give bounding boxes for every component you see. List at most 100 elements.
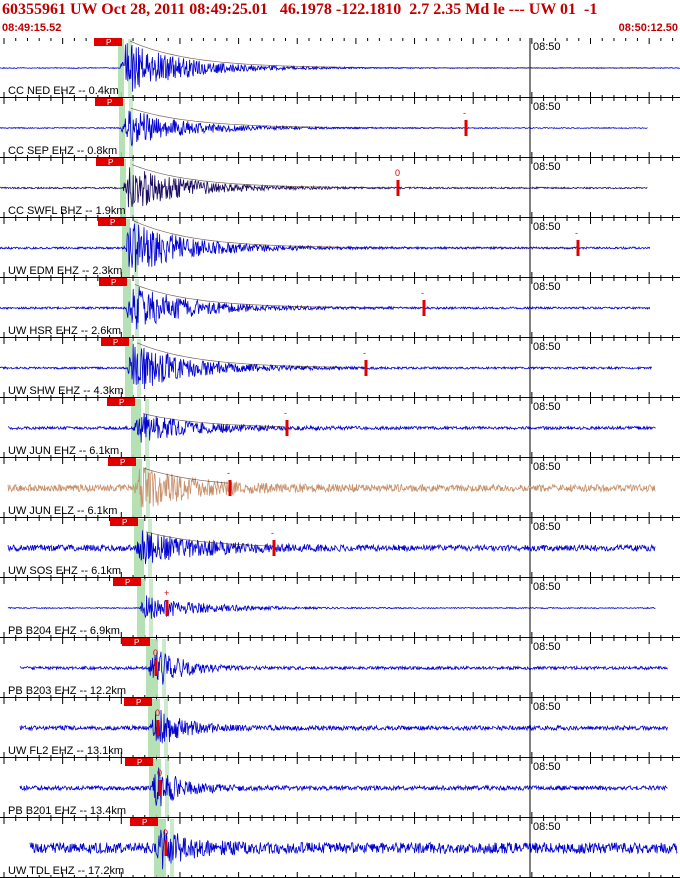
coda-marker <box>228 480 232 496</box>
coda-marker-label: 0 <box>157 768 162 778</box>
p-pick-box <box>124 698 152 706</box>
minute-label: 08:50 <box>533 521 561 533</box>
channel-label: UW SHW EHZ -- 4.3km <box>8 385 124 397</box>
p-pick-label: P <box>113 338 118 347</box>
end-time: 08:50:12.50 <box>618 22 678 34</box>
p-pick-box <box>101 338 129 346</box>
coda-marker <box>576 240 580 256</box>
coda-marker-label: - <box>227 468 230 478</box>
minute-label: 08:50 <box>533 281 561 293</box>
minute-label: 08:50 <box>533 821 561 833</box>
p-pick-label: P <box>125 578 130 587</box>
coda-marker-label: - <box>575 228 578 238</box>
channel-row: P 0 08:50 PB B201 EHZ -- 13.4km <box>0 758 680 818</box>
channel-label: PB B201 EHZ -- 13.4km <box>8 805 126 817</box>
coda-marker-label: - <box>363 348 366 358</box>
channel-row: P 0 08:50 PB B203 EHZ -- 12.2km <box>0 638 680 698</box>
channel-row: P - 08:50 UW SHW EHZ -- 4.3km <box>0 338 680 398</box>
p-pick-box <box>113 578 141 586</box>
coda-marker <box>164 840 168 856</box>
p-pick-label: P <box>106 38 111 47</box>
p-pick-label: P <box>120 458 125 467</box>
p-pick-label: P <box>136 698 141 707</box>
coda-marker-label: 0 <box>155 708 160 718</box>
coda-marker-label: 0 <box>153 648 158 658</box>
waveform <box>7 466 656 508</box>
coda-marker <box>464 120 468 136</box>
p-pick-label: P <box>137 758 142 767</box>
minute-label: 08:50 <box>533 461 561 473</box>
event-title: 60355961 UW Oct 28, 2011 08:49:25.01 46.… <box>2 1 598 18</box>
waveform <box>19 709 668 744</box>
coda-marker-label: 0 <box>163 828 168 838</box>
pick-window <box>131 399 141 457</box>
channel-row: P - 08:50 UW EDM EHZ -- 2.3km <box>0 218 680 278</box>
coda-marker <box>285 420 289 436</box>
start-time: 08:49:15.52 <box>2 22 62 34</box>
pick-window <box>122 219 130 277</box>
p-pick-box <box>122 638 150 646</box>
channel-row: P - 08:50 UW SOS EHZ -- 6.1km <box>0 518 680 578</box>
waveform <box>29 829 678 870</box>
coda-marker-label: 0 <box>395 168 400 178</box>
minute-label: 08:50 <box>533 221 561 233</box>
channel-row: P + 08:50 PB B204 EHZ -- 6.9km <box>0 578 680 638</box>
channel-row: P - 08:50 CC SEP EHZ -- 0.8km <box>0 98 680 158</box>
channel-label: UW HSR EHZ -- 2.6km <box>8 325 121 337</box>
minute-label: 08:50 <box>533 641 561 653</box>
waveform <box>7 530 656 565</box>
channel-label: UW SOS EHZ -- 6.1km <box>8 565 121 577</box>
channel-label: CC SWFL BHZ -- 1.9km <box>8 205 126 217</box>
coda-marker-label: - <box>284 408 287 418</box>
pick-window <box>148 699 160 757</box>
coda-marker <box>272 540 276 556</box>
coda-marker-label: - <box>463 108 466 118</box>
channel-label: UW TDL EHZ -- 17.2km <box>8 865 124 877</box>
p-pick-box <box>94 38 122 46</box>
channel-label: PB B203 EHZ -- 12.2km <box>8 685 126 697</box>
p-pick-box <box>99 278 127 286</box>
p-pick-label: P <box>110 218 115 227</box>
p-pick-box <box>108 458 136 466</box>
coda-marker-label: - <box>421 288 424 298</box>
channel-label: CC NED EHZ -- 0.4km <box>8 85 119 97</box>
p-pick-label: P <box>108 158 113 167</box>
channel-row: P - 08:50 UW JUN EHZ -- 6.1km <box>0 398 680 458</box>
pick-window <box>118 39 124 97</box>
coda-marker <box>156 720 160 736</box>
p-pick-box <box>110 518 138 526</box>
channel-row: P - 08:50 UW HSR EHZ -- 2.6km <box>0 278 680 338</box>
channel-label: UW EDM EHZ -- 2.3km <box>8 265 122 277</box>
p-pick-label: P <box>111 278 116 287</box>
channel-row: P 0 08:50 CC SWFL BHZ -- 1.9km <box>0 158 680 218</box>
p-pick-box <box>95 98 123 106</box>
p-pick-box <box>107 398 135 406</box>
minute-label: 08:50 <box>533 761 561 773</box>
waveform <box>19 651 668 685</box>
minute-label: 08:50 <box>533 101 561 113</box>
minute-label: 08:50 <box>533 401 561 413</box>
waveform <box>0 223 651 273</box>
coda-marker <box>422 300 426 316</box>
channel-label: PB B204 EHZ -- 6.9km <box>8 625 120 637</box>
coda-marker-label: - <box>271 528 274 538</box>
channel-label: CC SEP EHZ -- 0.8km <box>8 145 117 157</box>
p-pick-box <box>98 218 126 226</box>
waveform <box>19 767 668 807</box>
coda-marker <box>158 780 162 796</box>
p-pick-label: P <box>119 398 124 407</box>
p-pick-box <box>130 818 158 826</box>
waveform <box>7 595 656 619</box>
waveform <box>0 343 652 390</box>
coda-marker <box>165 600 169 616</box>
coda-marker <box>154 660 158 676</box>
waveform <box>0 110 648 147</box>
channel-row: P 0 08:50 UW FL2 EHZ -- 13.1km <box>0 698 680 758</box>
seismogram-panel: P 08:50 CC NED EHZ -- 0.4km P - 08:50 CC SEP E… <box>0 38 680 878</box>
p-pick-label: P <box>142 818 147 827</box>
minute-label: 08:50 <box>533 341 561 353</box>
minute-label: 08:50 <box>533 701 561 713</box>
coda-marker <box>396 180 400 196</box>
p-pick-label: P <box>134 638 139 647</box>
channel-label: UW FL2 EHZ -- 13.1km <box>8 745 123 757</box>
